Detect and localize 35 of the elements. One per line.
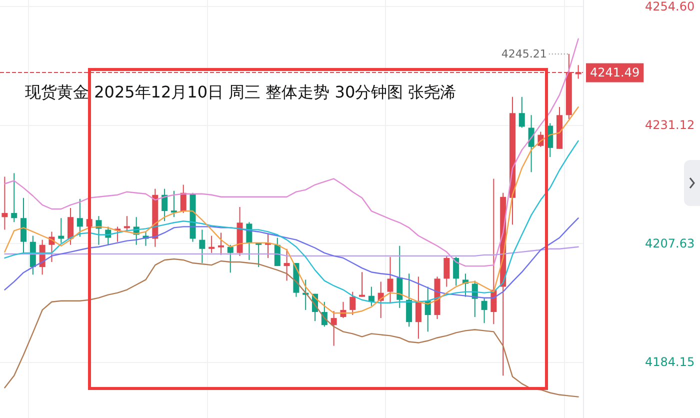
y-tick-label: 4184.15 — [645, 355, 695, 370]
candlestick — [444, 255, 450, 288]
candlestick — [199, 229, 206, 264]
text: 现货黄金 2025年12月10日 周三 整体走势 30分钟图 张尧浠 — [25, 82, 456, 102]
candlestick — [274, 237, 280, 267]
y-tick-label: 4207.63 — [645, 236, 695, 251]
candlestick — [415, 276, 422, 340]
candlestick — [453, 256, 460, 286]
candlestick — [218, 232, 224, 256]
candlestick — [227, 244, 234, 274]
candlestick — [20, 197, 27, 254]
candlestick — [330, 310, 337, 346]
candlestick — [350, 291, 356, 316]
candlestick — [387, 256, 394, 304]
y-tick-label: 4231.12 — [645, 118, 695, 132]
candlestick — [170, 190, 177, 218]
candlestick — [76, 198, 83, 238]
candlestick — [406, 273, 412, 328]
candlestick — [11, 172, 18, 223]
ref-line-label: 4241.49 — [590, 66, 640, 80]
candlestick — [481, 297, 488, 324]
y-tick-label: 4254.60 — [645, 0, 695, 14]
candlestick — [359, 272, 366, 298]
candlestick — [208, 235, 215, 254]
candlestick — [162, 188, 168, 222]
candlestick — [58, 218, 64, 244]
candlestick — [2, 176, 8, 230]
candlestick — [396, 245, 403, 308]
candlestick — [68, 207, 74, 246]
candlestick — [518, 96, 525, 128]
candlestick — [180, 184, 186, 214]
candlestick — [284, 248, 290, 282]
annotation: 4245.21 — [501, 47, 547, 60]
candlestick — [528, 114, 534, 173]
candlestick — [124, 216, 130, 232]
